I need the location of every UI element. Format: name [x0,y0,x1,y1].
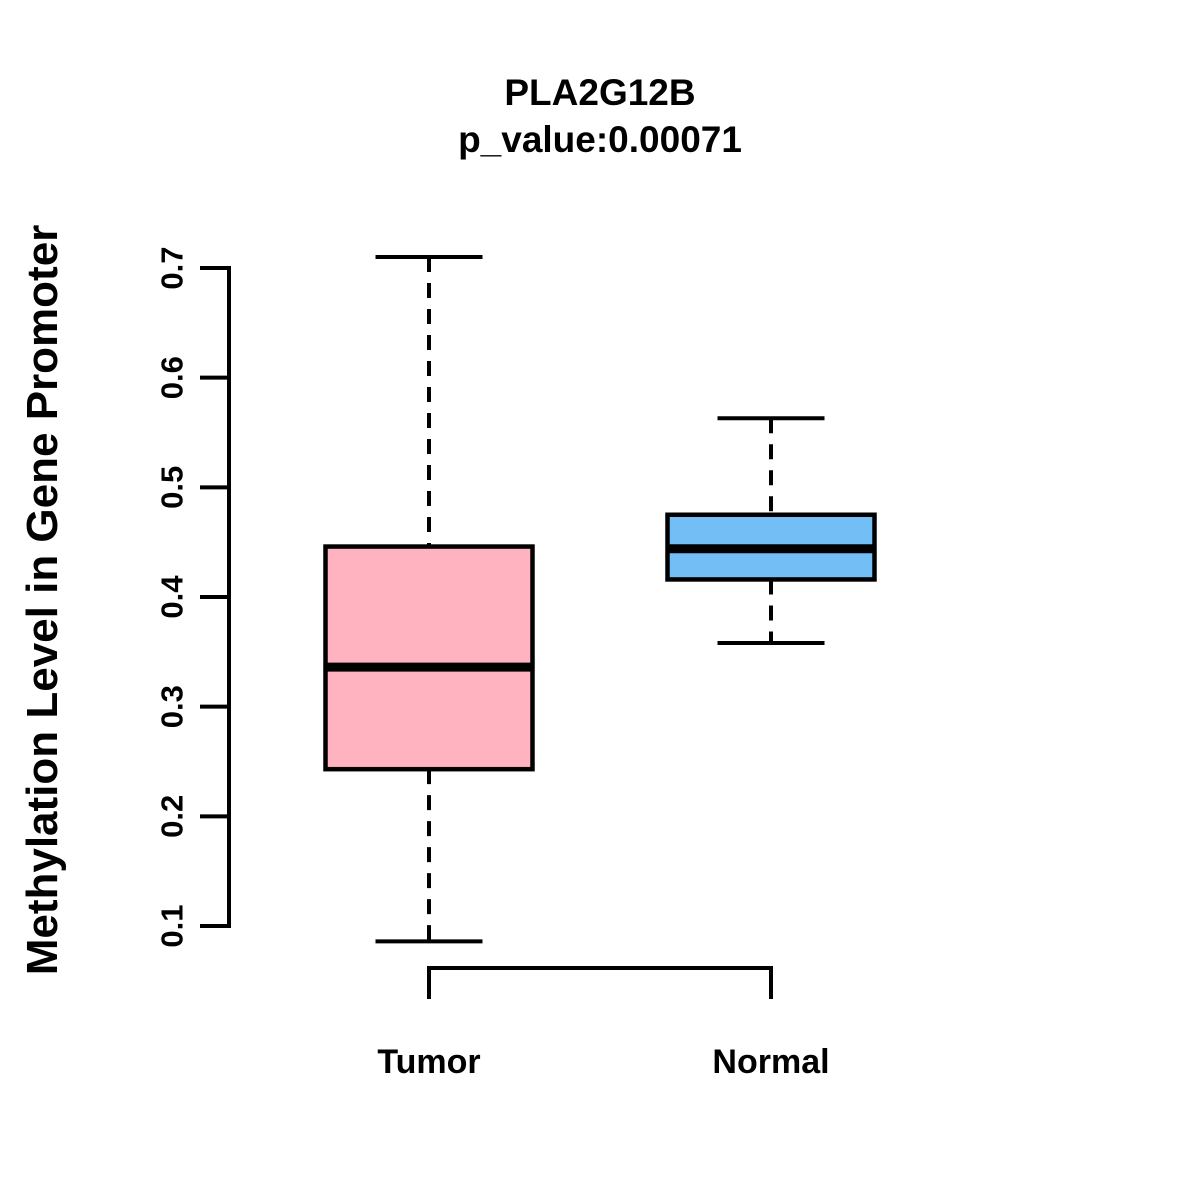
box-tumor [323,544,535,772]
y-tick-label: 0.1 [155,904,190,947]
y-tick-label: 0.3 [155,685,190,728]
y-axis-label: Methylation Level in Gene Promoter [18,224,67,976]
chart-subtitle: p_value:0.00071 [458,119,742,160]
y-tick-label: 0.7 [155,246,190,289]
y-tick-label: 0.2 [155,795,190,838]
chart-title: PLA2G12B [504,72,696,113]
y-tick-label: 0.4 [155,575,190,619]
x-axis-bracket [427,966,773,999]
y-tick-label: 0.6 [155,356,190,399]
x-label-tumor: Tumor [377,1043,480,1081]
x-label-normal: Normal [712,1043,829,1081]
y-tick-label: 0.5 [155,466,190,509]
